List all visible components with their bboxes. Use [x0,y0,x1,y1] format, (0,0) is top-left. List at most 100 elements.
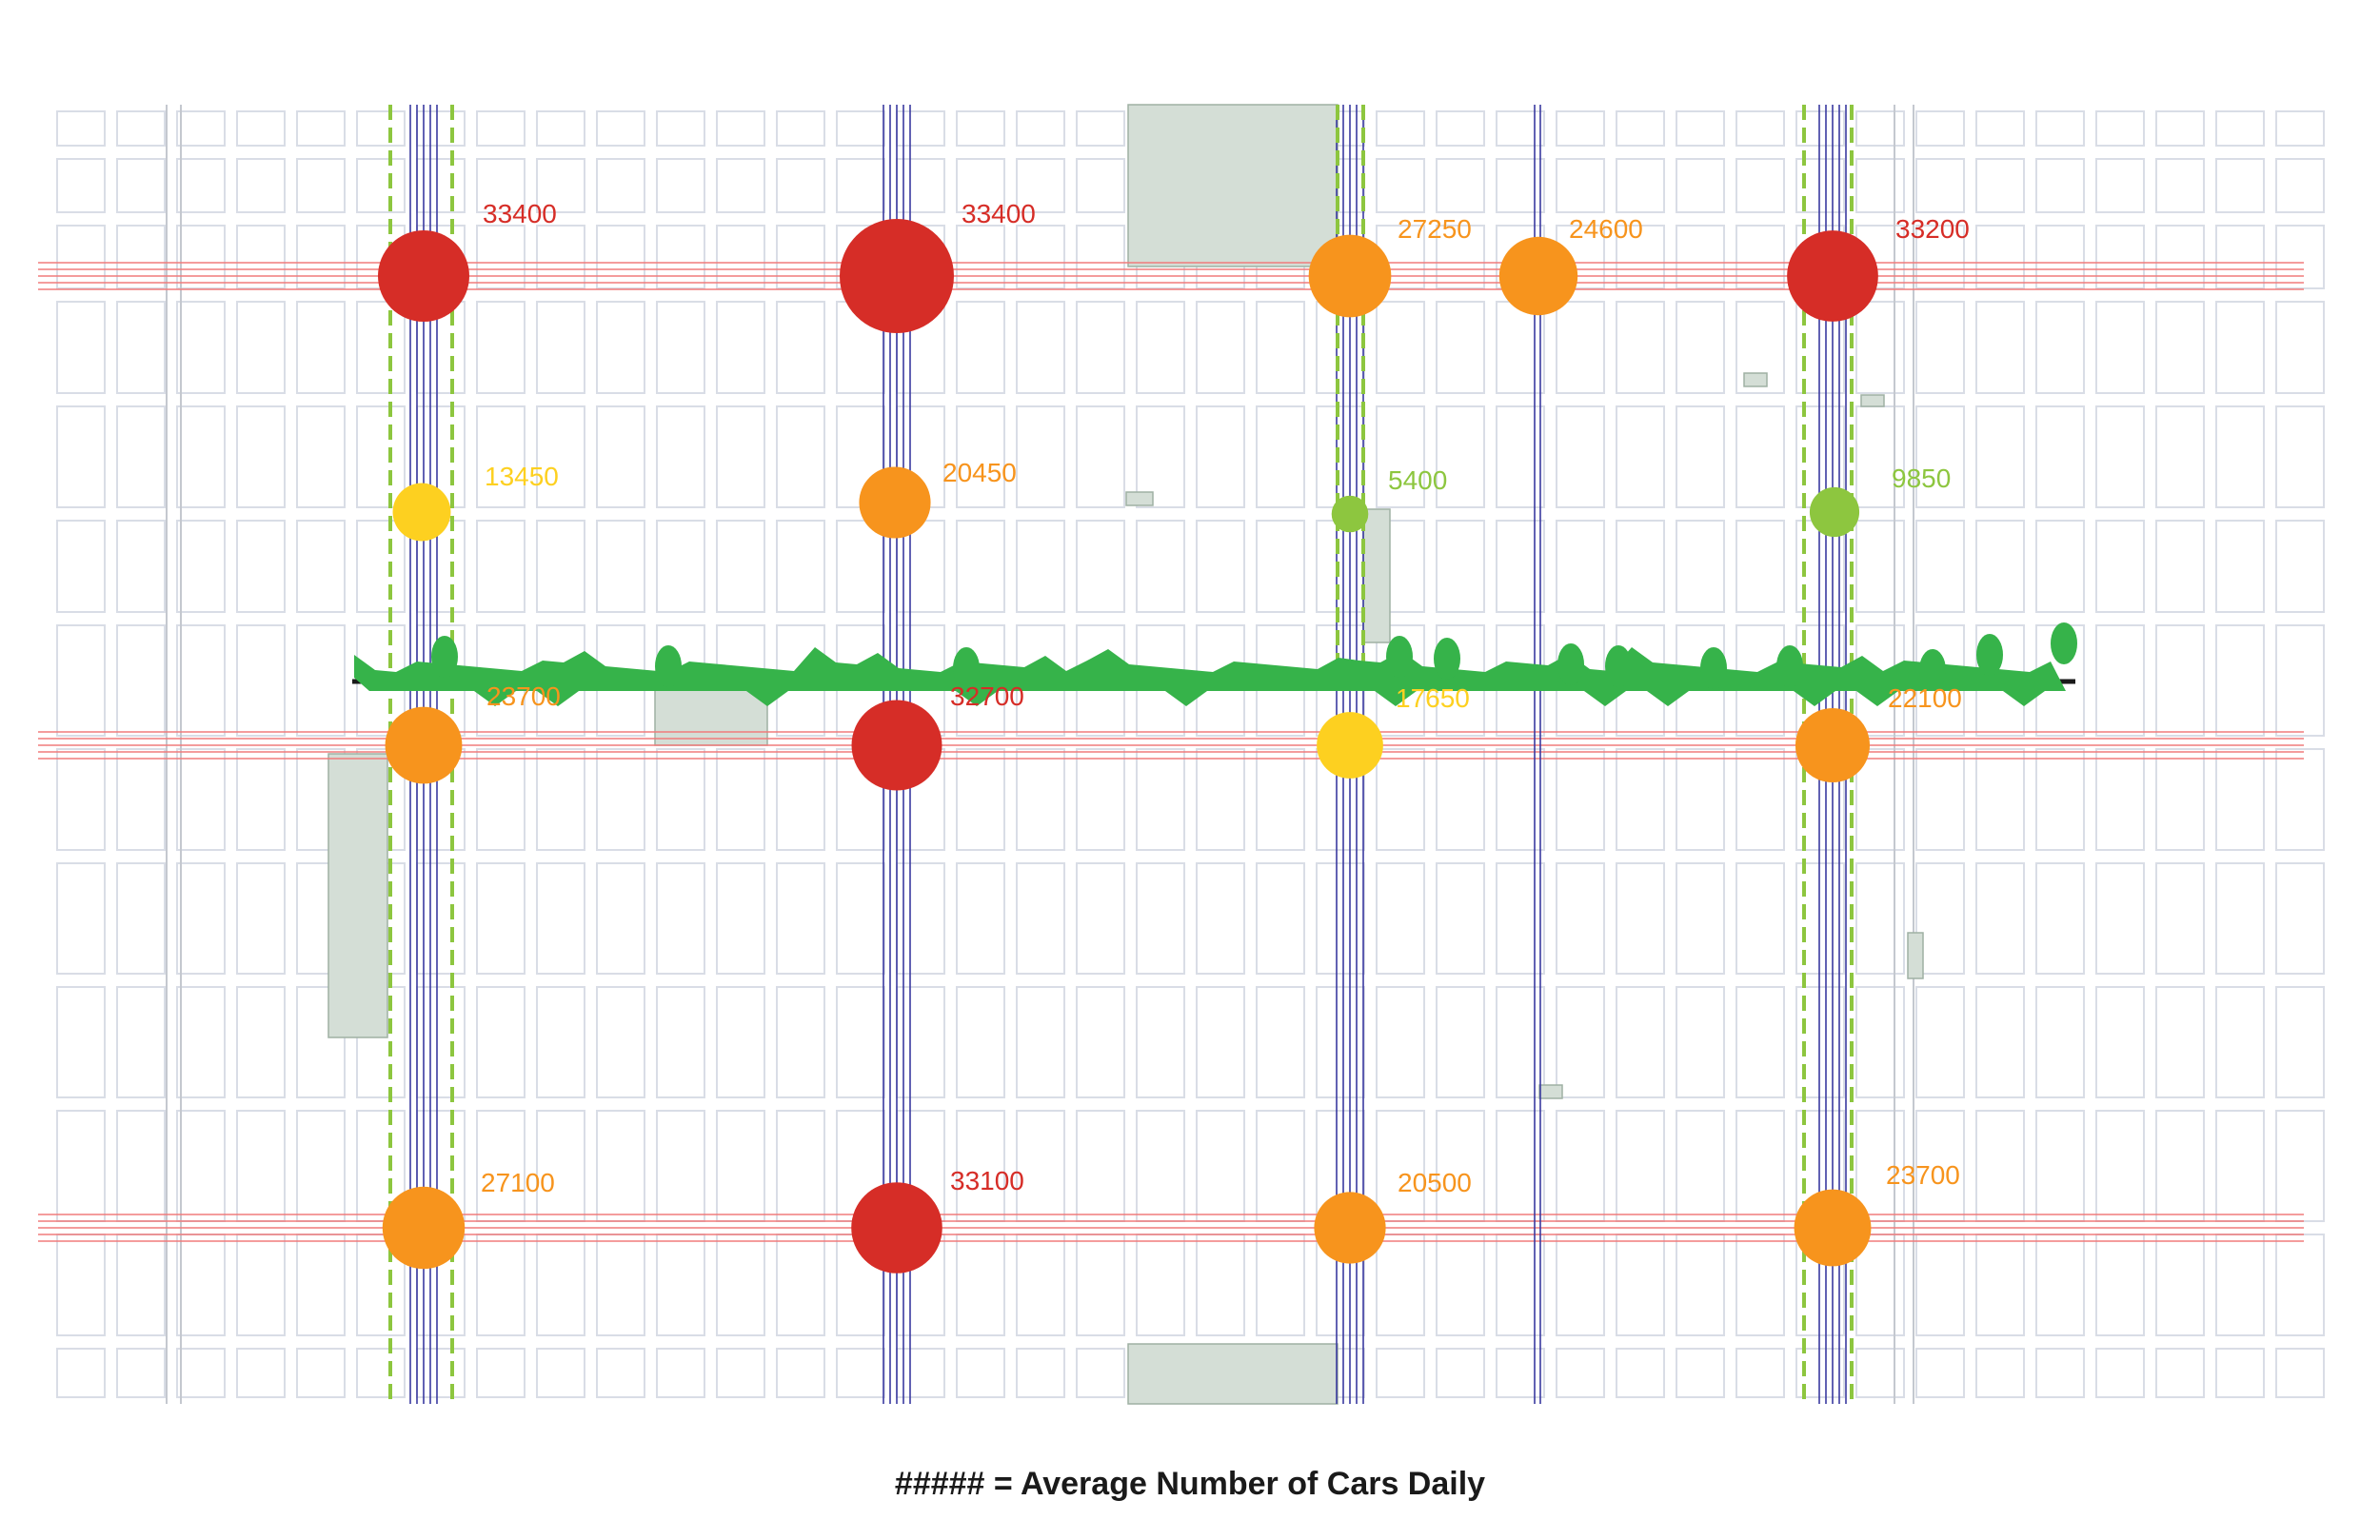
city-block [1436,405,1485,508]
city-block [1735,748,1785,851]
city-block [2215,110,2265,147]
city-block [476,158,526,213]
traffic-count-marker [378,230,469,322]
city-block [2095,405,2145,508]
city-block [656,301,705,394]
city-block [1735,110,1785,147]
city-block [1436,520,1485,613]
greenway-tree [1976,634,2003,676]
city-block [236,748,286,851]
city-block [2155,862,2205,975]
city-block [2155,624,2205,737]
city-block [596,1348,645,1398]
city-block [236,624,286,737]
city-block [476,986,526,1098]
city-block [716,520,765,613]
city-block [1915,1234,1965,1336]
city-block [1136,1110,1185,1222]
traffic-count-label: 17650 [1396,683,1470,713]
city-block [2215,301,2265,394]
traffic-count-markers: 33400 33400 27250 24600 33200 13450 20450 5400 9… [378,199,1970,1273]
city-block [1256,301,1305,394]
city-block [1975,158,2025,213]
city-block [1376,1348,1425,1398]
city-block [536,158,585,213]
city-block [1975,986,2025,1098]
city-block [1556,748,1605,851]
city-block [176,748,226,851]
city-block [1556,1348,1605,1398]
traffic-count-label: 27250 [1398,214,1472,244]
city-block [656,986,705,1098]
city-block [2215,862,2265,975]
city-block [356,1348,406,1398]
city-block [56,748,106,851]
city-block [776,862,825,975]
city-block [296,986,346,1098]
traffic-count-label: 33100 [950,1166,1024,1195]
city-block [1676,862,1725,975]
city-block [1196,1234,1245,1336]
city-block [1795,986,1845,1098]
city-block [1975,225,2025,289]
city-block [1196,1110,1245,1222]
traffic-count-label: 24600 [1569,214,1643,244]
city-block [1975,862,2025,975]
city-block [1556,862,1605,975]
city-block [956,158,1005,213]
city-block [116,301,166,394]
city-block [776,520,825,613]
city-block [1735,986,1785,1098]
city-block [656,405,705,508]
city-block [1076,748,1125,851]
park [1125,491,1154,506]
city-block [236,520,286,613]
greenway-tree [1605,645,1632,687]
city-block [296,1348,346,1398]
city-block [716,1234,765,1336]
city-block [1376,110,1425,147]
city-block [1795,110,1845,147]
city-block [1795,1348,1845,1398]
city-block [296,1110,346,1222]
traffic-count-marker [1787,230,1878,322]
city-block [2035,1110,2085,1222]
city-block [1975,1348,2025,1398]
traffic-count-marker [851,700,942,791]
park [1743,372,1768,387]
city-block [1735,520,1785,613]
traffic-count-label: 27100 [481,1168,555,1197]
city-block [1376,301,1425,394]
city-block [56,1348,106,1398]
city-block [1915,225,1965,289]
city-block [2215,158,2265,213]
city-block [1436,225,1485,289]
greenway-tree [953,647,980,689]
city-block [1496,1110,1545,1222]
city-block [776,110,825,147]
greenway-tree [1700,647,1727,689]
traffic-count-marker [859,466,931,539]
city-block [2275,1110,2325,1222]
city-block [1735,1110,1785,1222]
bike-routes [388,105,1854,1404]
city-block [2035,225,2085,289]
city-block [1915,301,1965,394]
city-block [2275,158,2325,213]
city-block [1676,1234,1725,1336]
city-block [1196,405,1245,508]
city-block [2155,1110,2205,1222]
city-block [1496,301,1545,394]
traffic-count-label: 9850 [1892,464,1951,493]
city-block [956,748,1005,851]
city-block [116,986,166,1098]
traffic-count-label: 20450 [942,458,1017,487]
traffic-count-marker [840,219,954,333]
city-block [656,520,705,613]
city-block [1016,225,1065,289]
city-block [116,225,166,289]
greenway-tree [655,645,682,687]
city-block [2095,110,2145,147]
city-block [1196,301,1245,394]
city-block [2035,405,2085,508]
